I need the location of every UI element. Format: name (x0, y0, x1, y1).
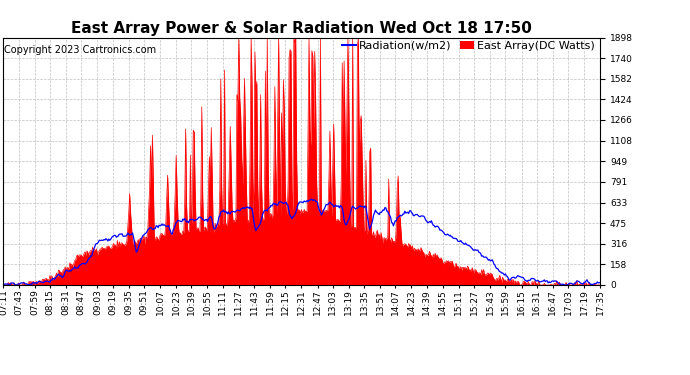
Legend: Radiation(w/m2), East Array(DC Watts): Radiation(w/m2), East Array(DC Watts) (342, 40, 595, 51)
Title: East Array Power & Solar Radiation Wed Oct 18 17:50: East Array Power & Solar Radiation Wed O… (72, 21, 532, 36)
Text: Copyright 2023 Cartronics.com: Copyright 2023 Cartronics.com (4, 45, 156, 55)
